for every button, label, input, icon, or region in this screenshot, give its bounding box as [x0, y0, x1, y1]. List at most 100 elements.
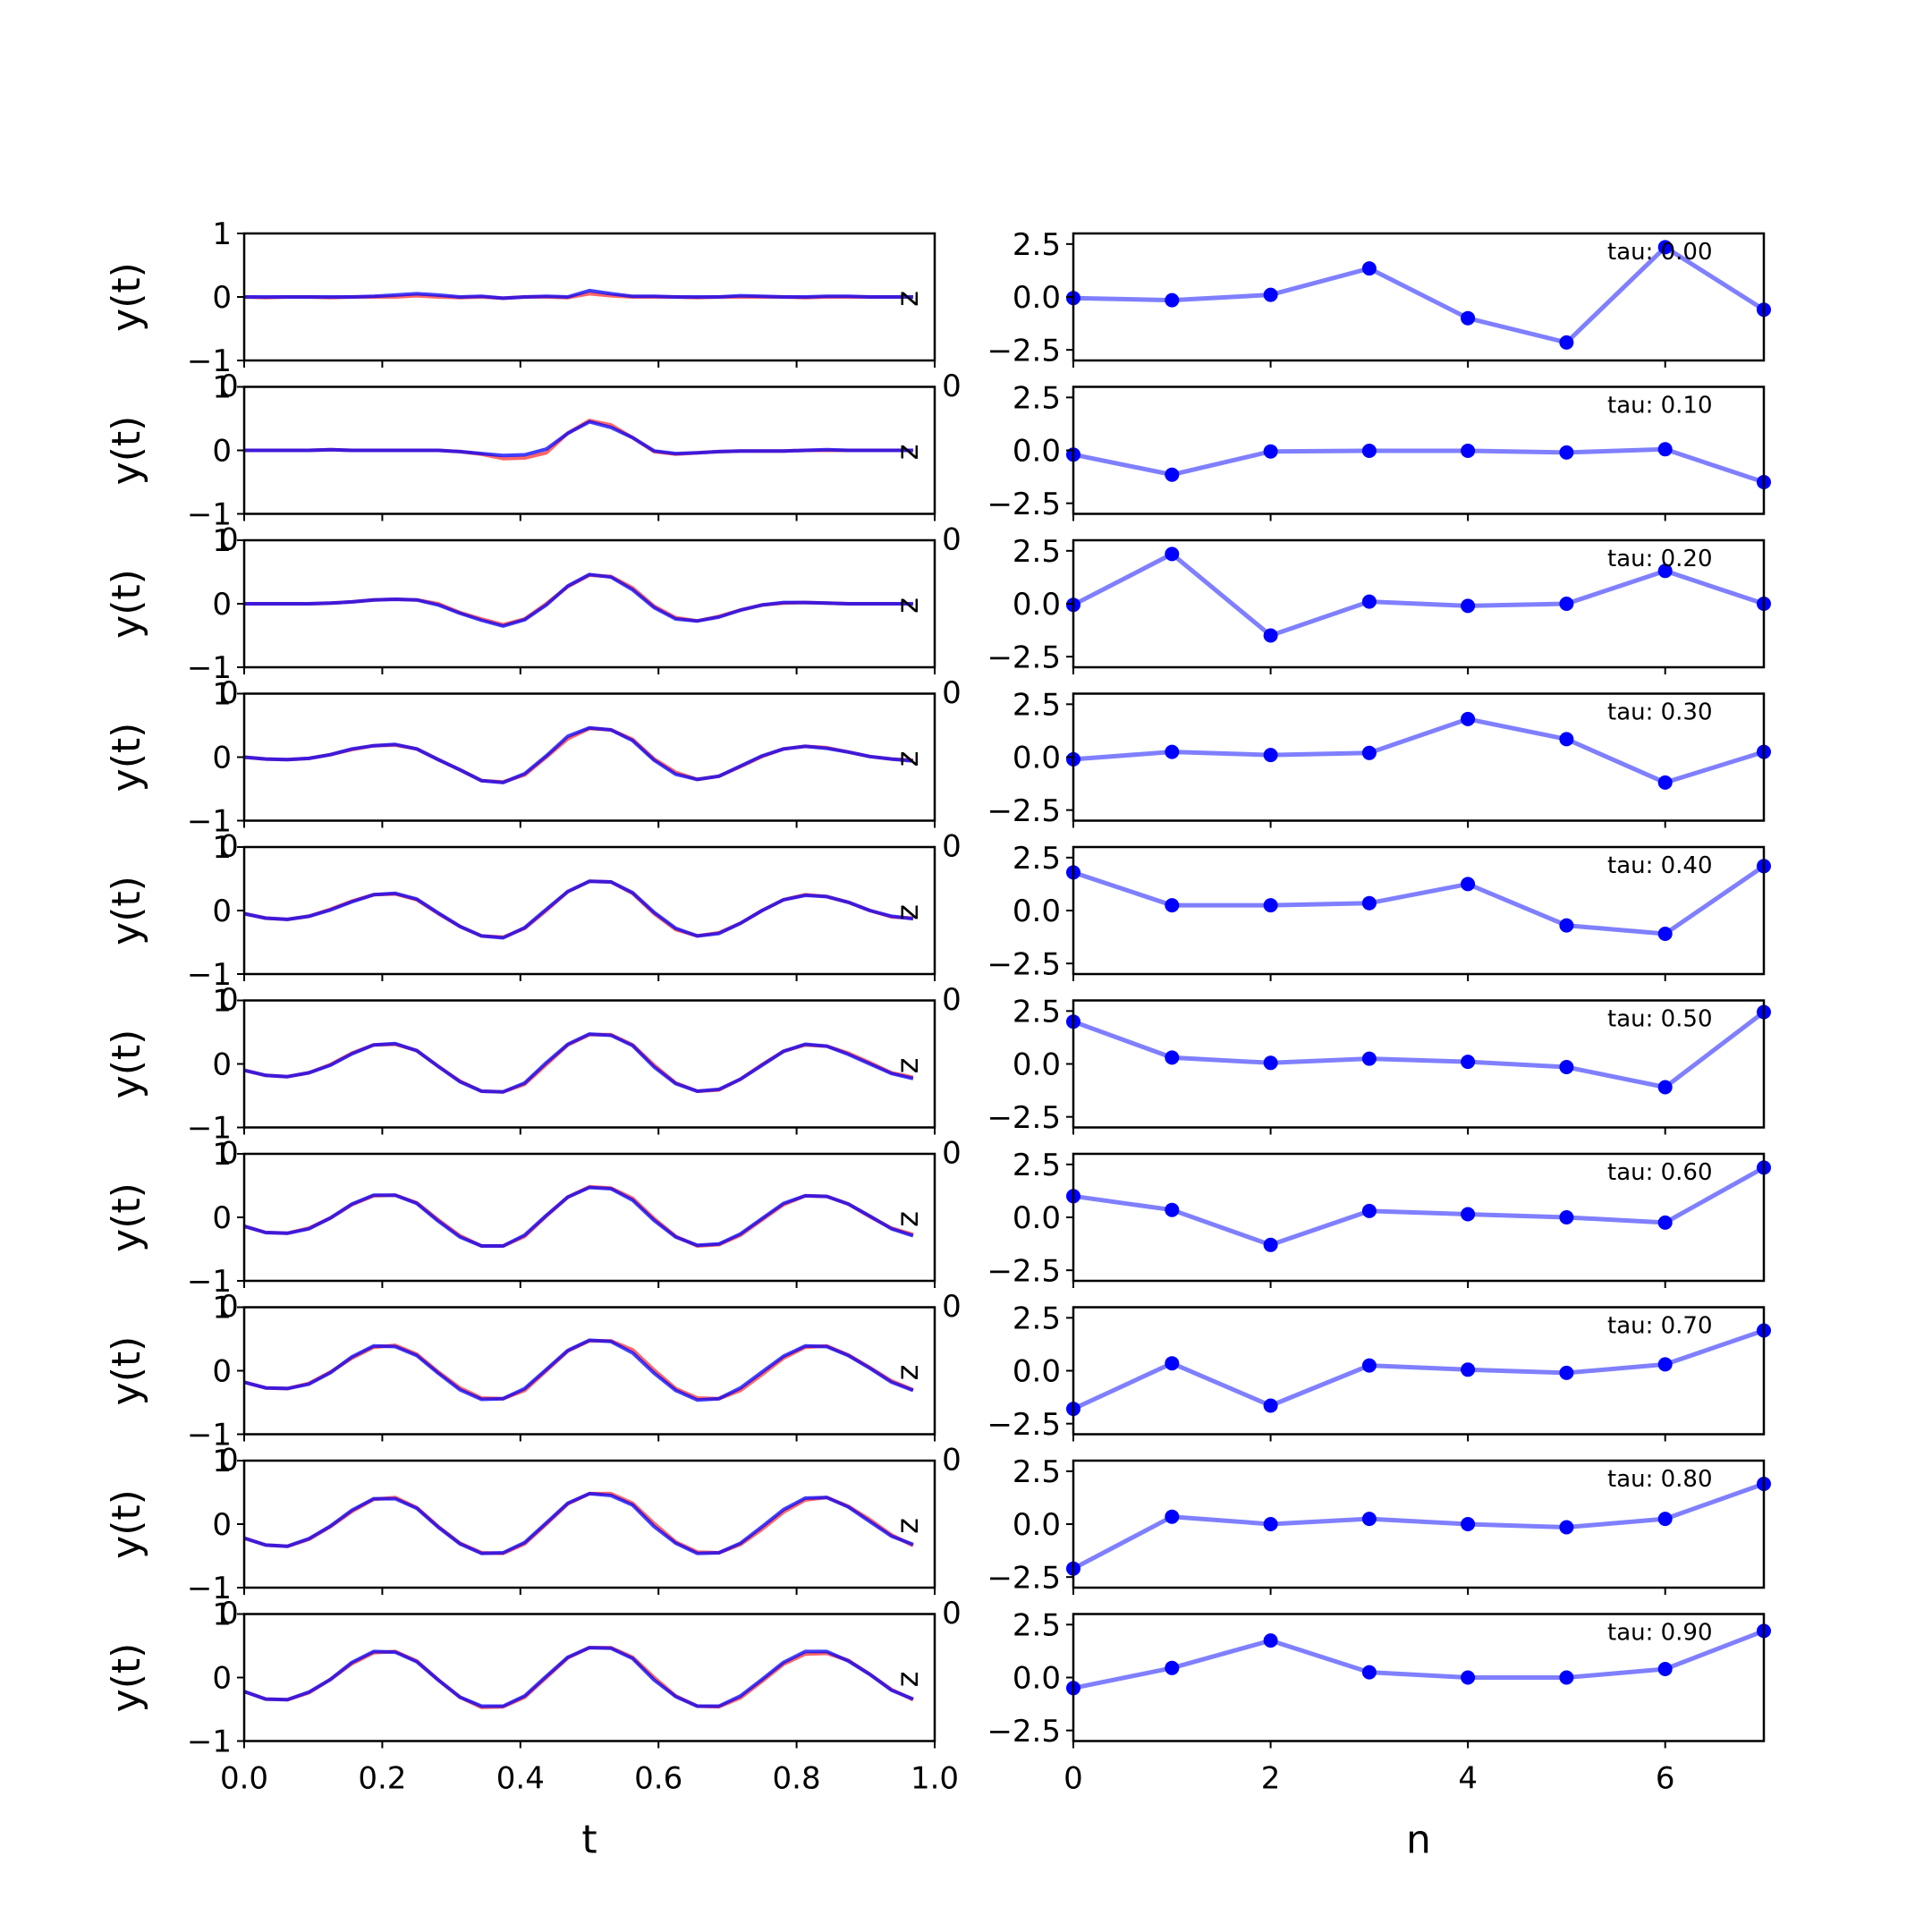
right-panel-4-ytick-label: 2.5 — [1013, 688, 1061, 724]
right-panel-10-ytick-label: 2.5 — [1013, 1608, 1061, 1644]
right-panel-10-ytick-label: 0.0 — [1013, 1661, 1061, 1697]
left-panel-8-series-2-line — [243, 1338, 914, 1402]
left-panel-1-series-2-line — [244, 288, 913, 301]
left-panel-10-y-axis-label: y(t) — [104, 1643, 149, 1713]
left-panel-9-corner-text: z — [890, 1518, 926, 1534]
left-panel-2-corner-text: z — [890, 445, 926, 461]
right-panel-3: −2.5 0.0 2.5 tau: 0.20 0 — [942, 534, 1771, 711]
right-panel-4-point — [1361, 745, 1377, 760]
right-panel-6-ytick-label: −2.5 — [987, 1100, 1061, 1136]
right-panel-3-point — [1165, 547, 1180, 562]
right-panel-10-point — [1461, 1670, 1476, 1685]
left-xtick-label: 0.6 — [634, 1761, 682, 1797]
left-xtick-label: 0.0 — [220, 1761, 268, 1797]
left-panel-10-corner-text: z — [890, 1672, 926, 1688]
right-panel-7-point — [1165, 1202, 1180, 1217]
right-panel-4-ytick-label: −2.5 — [987, 793, 1061, 829]
left-panel-2-series-2-line — [244, 419, 913, 458]
right-panel-7-ytick-label: 2.5 — [1013, 1148, 1061, 1183]
right-panel-1-tau-label: tau: 0.00 — [1607, 239, 1713, 266]
left-panel-6-series-2-line — [243, 1032, 914, 1094]
left-panel-3-y-axis-label: y(t) — [104, 569, 149, 639]
right-panel-7-point — [1559, 1210, 1574, 1224]
right-xtick-label: 6 — [1656, 1761, 1675, 1797]
right-panel-5-point — [1263, 898, 1278, 913]
right-panel-2-point — [1361, 444, 1377, 458]
left-panel-6-corner-text: z — [890, 1058, 926, 1074]
left-panel-4-frame — [242, 692, 936, 822]
right-panel-7-tau-label: tau: 0.60 — [1607, 1159, 1713, 1186]
right-panel-8-point — [1361, 1358, 1377, 1373]
right-panel-2-point — [1559, 445, 1574, 460]
right-panel-4-point — [1461, 711, 1476, 726]
right-xtick-label: 2 — [1261, 1761, 1281, 1797]
left-panel-6-ytick-label: −1 — [187, 1111, 232, 1147]
right-panel-10-point — [1361, 1665, 1377, 1680]
right-panel-3-point — [1657, 564, 1673, 579]
right-panel-1-ytick-label: −2.5 — [987, 333, 1061, 369]
left-panel-8-corner-text: z — [890, 1365, 926, 1381]
right-panel-5-point — [1165, 898, 1180, 913]
left-panel-8-ytick-label: 1 — [212, 1291, 232, 1326]
left-panel-10-ytick-label: 1 — [212, 1597, 232, 1633]
left-panel-9-ytick-label: 1 — [212, 1444, 232, 1479]
left-panel-9-series-1-line — [243, 1491, 914, 1555]
right-panel-4-point — [1657, 775, 1673, 790]
right-panel-5-ytick-label: −2.5 — [987, 946, 1061, 982]
left-panel-4-overlap-tick-0: 0 — [219, 829, 239, 865]
left-xtick-label: 0.8 — [773, 1761, 821, 1797]
right-panel-2-point — [1461, 444, 1476, 458]
right-panel-6-ytick-label: 0.0 — [1013, 1047, 1061, 1083]
left-panel-1-corner-text: z — [890, 291, 926, 307]
left-panel-5-frame — [242, 845, 936, 976]
right-panel-2-point — [1263, 444, 1278, 459]
right-panel-10-ytick-label: −2.5 — [987, 1714, 1061, 1750]
right-panel-3-ytick-label: −2.5 — [987, 640, 1061, 675]
right-panel-1-point — [1165, 292, 1180, 308]
right-panel-9-ytick-label: 0.0 — [1013, 1507, 1061, 1543]
left-panel-1-ytick-label: 0 — [212, 280, 232, 316]
right-panel-6-point — [1559, 1060, 1574, 1074]
left-panel-7-frame — [242, 1152, 936, 1283]
left-panel-3-series-1-line — [244, 573, 913, 627]
left-panel-9-ytick-label: −1 — [187, 1571, 232, 1606]
left-panel-4-series-2-line — [243, 725, 914, 784]
left-panel-3-overlap-tick-0: 0 — [219, 675, 239, 711]
left-panel-10-ytick-label: 0 — [212, 1661, 232, 1697]
left-panel-8-y-axis-label: y(t) — [104, 1336, 149, 1406]
left-panel-5-series-2-line — [243, 879, 914, 940]
right-panel-10-point — [1263, 1633, 1278, 1648]
right-panel-1-point — [1361, 261, 1377, 276]
right-panel-8-point — [1165, 1356, 1180, 1371]
right-panel-4-point — [1165, 744, 1180, 759]
right-panel-10-point — [1559, 1670, 1574, 1685]
right-panel-8-point — [1559, 1365, 1574, 1380]
right-panel-6-point — [1263, 1055, 1278, 1071]
left-panel-6-ytick-label: 0 — [212, 1047, 232, 1083]
right-panel-6-point — [1657, 1080, 1673, 1095]
right-panel-7-point — [1657, 1215, 1673, 1230]
right-panel-5-overlap-tick-0: 0 — [942, 982, 962, 1018]
right-panel-7: −2.5 0.0 2.5 tau: 0.60 0 — [942, 1148, 1771, 1325]
right-panel-5-point — [1559, 918, 1574, 933]
right-panel-5-ytick-label: 0.0 — [1013, 894, 1061, 929]
left-panel-3-series-2-line — [244, 572, 913, 628]
right-panel-7-line — [1072, 1165, 1766, 1248]
right-panel-2-ytick-label: −2.5 — [987, 487, 1061, 522]
left-panel-7-corner-text: z — [890, 1211, 926, 1227]
right-panel-8-point — [1461, 1362, 1476, 1377]
left-x-axis-label: t — [581, 1818, 597, 1863]
right-panel-5-tau-label: tau: 0.40 — [1607, 852, 1713, 879]
right-panel-7-ytick-label: −2.5 — [987, 1253, 1061, 1289]
left-panel-9-overlap-tick-0: 0 — [219, 1596, 239, 1631]
right-panel-8-line — [1072, 1328, 1765, 1411]
right-panel-5-point — [1461, 877, 1476, 892]
right-panel-3-point — [1461, 598, 1476, 614]
left-panel-8-overlap-tick-0: 0 — [219, 1443, 239, 1479]
